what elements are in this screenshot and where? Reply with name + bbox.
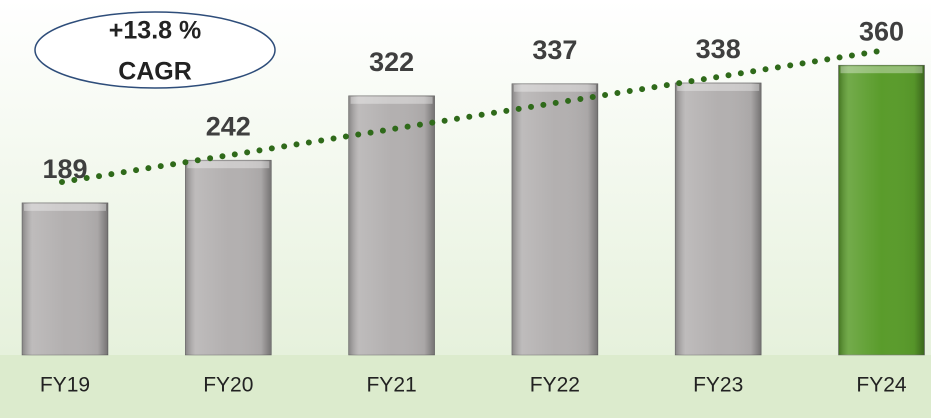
annotation-line: CAGR <box>118 58 192 86</box>
value-label: 338 <box>696 34 741 64</box>
category-band <box>0 355 931 418</box>
bar-shade <box>511 83 598 356</box>
bar-shade <box>22 202 108 355</box>
bar-shade <box>185 160 272 355</box>
bar-bevel <box>187 161 270 169</box>
annotation-line: +13.8 % <box>109 17 201 45</box>
bar-shade <box>838 65 925 356</box>
x-tick-label: FY24 <box>856 374 907 397</box>
bar-bevel <box>350 96 433 104</box>
value-label: 242 <box>206 111 251 141</box>
x-tick-label: FY20 <box>203 374 253 397</box>
x-tick-label: FY21 <box>366 374 416 397</box>
cagr-bubble <box>34 11 276 89</box>
value-label: 189 <box>42 154 87 184</box>
labels: FY19 189 FY20 242 FY21 322 FY22 337 FY23 338 FY24 3… <box>40 16 907 396</box>
bar-shade <box>348 95 435 356</box>
x-tick-label: FY23 <box>693 374 743 397</box>
bar-bevel <box>840 66 923 74</box>
trend-line <box>59 47 889 185</box>
value-label: 337 <box>532 35 577 65</box>
value-label: 322 <box>369 47 414 77</box>
bar-shade <box>675 82 762 356</box>
value-label: 360 <box>859 16 904 46</box>
bar-bevel <box>513 84 596 92</box>
bars <box>21 64 925 356</box>
bar-bevel <box>24 203 106 211</box>
x-tick-label: FY22 <box>530 374 580 397</box>
bar-bevel <box>677 83 760 91</box>
x-tick-label: FY19 <box>40 374 90 397</box>
